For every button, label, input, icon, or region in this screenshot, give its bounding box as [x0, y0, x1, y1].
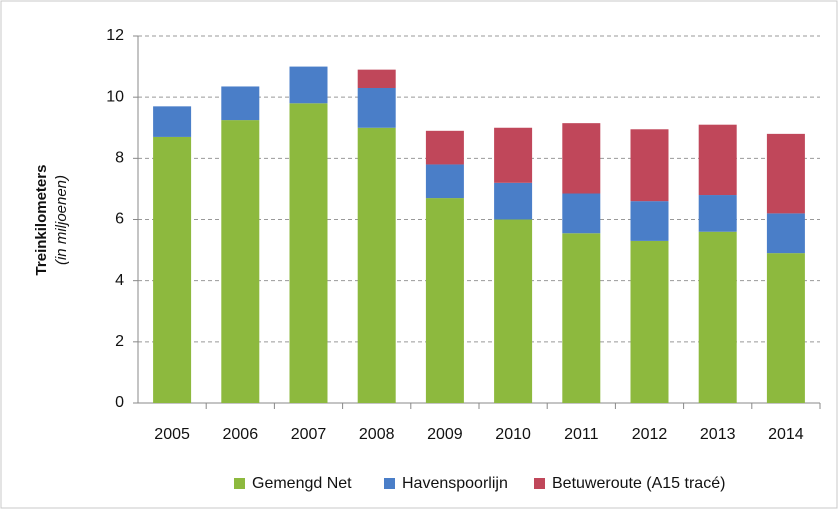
x-tick-label: 2008: [359, 426, 395, 443]
x-tick-label: 2005: [154, 426, 190, 443]
bar-segment: [153, 106, 192, 137]
legend-label: Havenspoorlijn: [402, 475, 508, 492]
bar-segment: [698, 195, 737, 232]
bar-segment: [766, 133, 805, 214]
bar-segment: [357, 69, 396, 88]
x-tick-label: 2013: [700, 426, 736, 443]
y-tick-label: 12: [106, 27, 124, 44]
bar-segment: [153, 136, 192, 404]
x-tick-label: 2007: [291, 426, 327, 443]
bar-segment: [425, 164, 464, 199]
bar-segment: [698, 124, 737, 196]
legend-label: Betuweroute (A15 tracé): [552, 475, 725, 492]
bar-segment: [289, 103, 328, 404]
bar-segment: [425, 198, 464, 403]
y-tick-label: 8: [115, 150, 124, 167]
bar-segment: [221, 86, 260, 121]
legend-label: Gemengd Net: [252, 475, 352, 492]
bar-segment: [425, 130, 464, 165]
x-tick-label: 2012: [632, 426, 668, 443]
bar-segment: [357, 127, 396, 403]
legend-swatch: [384, 478, 395, 489]
y-tick-label: 4: [115, 272, 124, 289]
x-tick-label: 2006: [223, 426, 259, 443]
y-tick-label: 2: [115, 333, 124, 350]
y-tick-label: 0: [115, 394, 124, 411]
bar-segment: [698, 231, 737, 403]
x-tick-label: 2011: [564, 426, 599, 443]
y-axis-label: Treinkilometers: [33, 165, 50, 276]
bar-segment: [357, 87, 396, 128]
y-tick-label: 6: [115, 211, 124, 228]
bar-segment: [630, 129, 669, 202]
y-tick-label: 10: [106, 88, 124, 105]
y-axis-note: (in miljoenen): [53, 175, 70, 265]
bar-segment: [630, 201, 669, 241]
bar-segment: [221, 120, 260, 404]
bar-segment: [494, 219, 533, 403]
legend-swatch: [534, 478, 545, 489]
bar-segment: [766, 253, 805, 403]
bar-segment: [630, 240, 669, 403]
x-tick-label: 2010: [495, 426, 531, 443]
bar-segment: [562, 193, 601, 234]
x-tick-label: 2009: [427, 426, 463, 443]
bar-segment: [289, 66, 328, 104]
legend-swatch: [234, 478, 245, 489]
bar-segment: [562, 233, 601, 403]
bar-segment: [494, 127, 533, 183]
x-tick-label: 2014: [768, 426, 804, 443]
bar-segment: [494, 182, 533, 220]
bar-segment: [562, 123, 601, 194]
bar-segment: [766, 213, 805, 254]
